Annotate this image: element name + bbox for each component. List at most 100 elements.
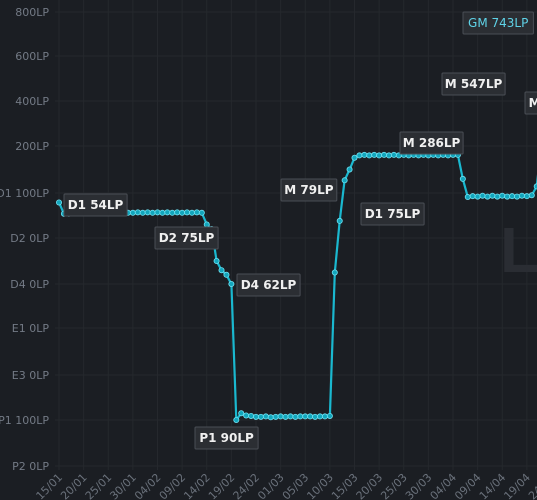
callout-box — [462, 11, 534, 35]
data-point[interactable] — [228, 280, 235, 287]
y-tick-label: E3 0LP — [12, 369, 50, 382]
data-point[interactable] — [174, 209, 181, 216]
callout-box — [194, 426, 259, 450]
data-point[interactable] — [129, 209, 136, 216]
data-point[interactable] — [213, 257, 220, 264]
data-point[interactable] — [243, 412, 250, 419]
data-point[interactable] — [287, 413, 294, 420]
data-point[interactable] — [184, 209, 191, 216]
data-point[interactable] — [474, 193, 481, 200]
y-tick-label: D2 0LP — [10, 232, 49, 245]
data-point[interactable] — [317, 413, 324, 420]
data-point[interactable] — [371, 151, 378, 158]
y-axis-ticks: 800LP 600LP 400LP 200LP D1 100LP D2 0LP D4 0LP… — [0, 6, 49, 473]
callout-label: M 286LP — [403, 136, 461, 150]
callout-label: GM 743LP — [468, 16, 528, 30]
callout-label: P1 90LP — [199, 431, 254, 445]
callout-box — [280, 178, 338, 202]
data-point[interactable] — [223, 271, 230, 278]
callout-box — [236, 273, 301, 297]
data-point[interactable] — [518, 192, 525, 199]
data-point[interactable] — [523, 193, 530, 200]
data-point[interactable] — [499, 192, 506, 199]
data-point[interactable] — [469, 193, 476, 200]
data-point[interactable] — [351, 154, 358, 161]
callout-label: M 79LP — [284, 183, 333, 197]
data-point[interactable] — [292, 413, 299, 420]
callout-label: M 547LP — [445, 77, 503, 91]
data-point[interactable] — [238, 410, 245, 417]
data-point[interactable] — [514, 193, 521, 200]
data-point[interactable] — [267, 414, 274, 421]
data-point[interactable] — [193, 209, 200, 216]
series-layer — [56, 151, 537, 423]
x-axis-ticks: 15/0120/0125/0130/0104/0209/0214/0219/02… — [34, 471, 537, 500]
data-point[interactable] — [385, 152, 392, 159]
data-point[interactable] — [188, 209, 195, 216]
data-point[interactable] — [528, 192, 535, 199]
data-point[interactable] — [326, 412, 333, 419]
data-point[interactable] — [262, 413, 269, 420]
data-point[interactable] — [381, 151, 388, 158]
data-point[interactable] — [484, 193, 491, 200]
data-point[interactable] — [302, 413, 309, 420]
data-point[interactable] — [159, 209, 166, 216]
data-point[interactable] — [248, 412, 255, 419]
data-point[interactable] — [464, 194, 471, 201]
y-tick-label: D1 100LP — [0, 187, 49, 200]
data-point[interactable] — [257, 413, 264, 420]
data-point[interactable] — [494, 193, 501, 200]
data-point[interactable] — [272, 413, 279, 420]
data-point[interactable] — [233, 416, 240, 423]
data-point[interactable] — [509, 193, 516, 200]
data-point[interactable] — [321, 413, 328, 420]
data-point[interactable] — [134, 209, 141, 216]
data-point[interactable] — [336, 217, 343, 224]
y-tick-label: 200LP — [15, 140, 49, 153]
data-point[interactable] — [489, 192, 496, 199]
data-point[interactable] — [179, 209, 186, 216]
data-point[interactable] — [164, 209, 171, 216]
watermark-letter: L — [500, 214, 537, 286]
data-point[interactable] — [307, 413, 314, 420]
callout-box — [399, 131, 464, 155]
data-point[interactable] — [252, 413, 259, 420]
data-point[interactable] — [459, 175, 466, 182]
data-point[interactable] — [282, 413, 289, 420]
data-point[interactable] — [144, 209, 151, 216]
callout-label: D4 62LP — [241, 278, 297, 292]
data-point[interactable] — [504, 193, 511, 200]
data-point[interactable] — [390, 151, 397, 158]
data-point[interactable] — [479, 192, 486, 199]
data-point[interactable] — [331, 269, 338, 276]
data-point[interactable] — [149, 209, 156, 216]
data-point[interactable] — [198, 209, 205, 216]
callout-label: D2 75LP — [159, 231, 215, 245]
lp-series-line — [57, 153, 537, 422]
callout-label: D1 75LP — [365, 207, 421, 221]
data-point[interactable] — [139, 209, 146, 216]
callout-box — [524, 91, 537, 115]
data-point[interactable] — [169, 209, 176, 216]
data-point[interactable] — [297, 413, 304, 420]
data-point[interactable] — [356, 152, 363, 159]
data-point[interactable] — [376, 152, 383, 159]
data-point[interactable] — [346, 166, 353, 173]
y-tick-label: 800LP — [15, 6, 49, 19]
callout-box — [441, 72, 506, 96]
y-tick-label: 600LP — [15, 50, 49, 63]
data-point[interactable] — [366, 152, 373, 159]
data-point[interactable] — [218, 267, 225, 274]
callout-box — [360, 202, 425, 226]
data-point[interactable] — [154, 209, 161, 216]
data-point[interactable] — [277, 413, 284, 420]
data-point[interactable] — [312, 413, 319, 420]
data-point[interactable] — [203, 221, 210, 228]
data-point[interactable] — [56, 199, 63, 206]
y-tick-label: E1 0LP — [12, 322, 50, 335]
data-point[interactable] — [361, 151, 368, 158]
callout-box — [63, 193, 128, 217]
data-point[interactable] — [341, 177, 348, 184]
